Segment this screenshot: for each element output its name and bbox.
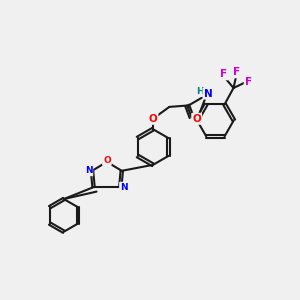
Text: O: O: [192, 114, 201, 124]
Text: O: O: [103, 156, 111, 165]
Text: N: N: [120, 183, 128, 192]
Text: F: F: [245, 77, 252, 87]
Text: N: N: [204, 88, 212, 98]
Text: H: H: [196, 87, 204, 96]
Text: N: N: [85, 166, 92, 175]
Text: F: F: [233, 67, 240, 77]
Text: F: F: [220, 69, 228, 79]
Text: O: O: [148, 114, 157, 124]
